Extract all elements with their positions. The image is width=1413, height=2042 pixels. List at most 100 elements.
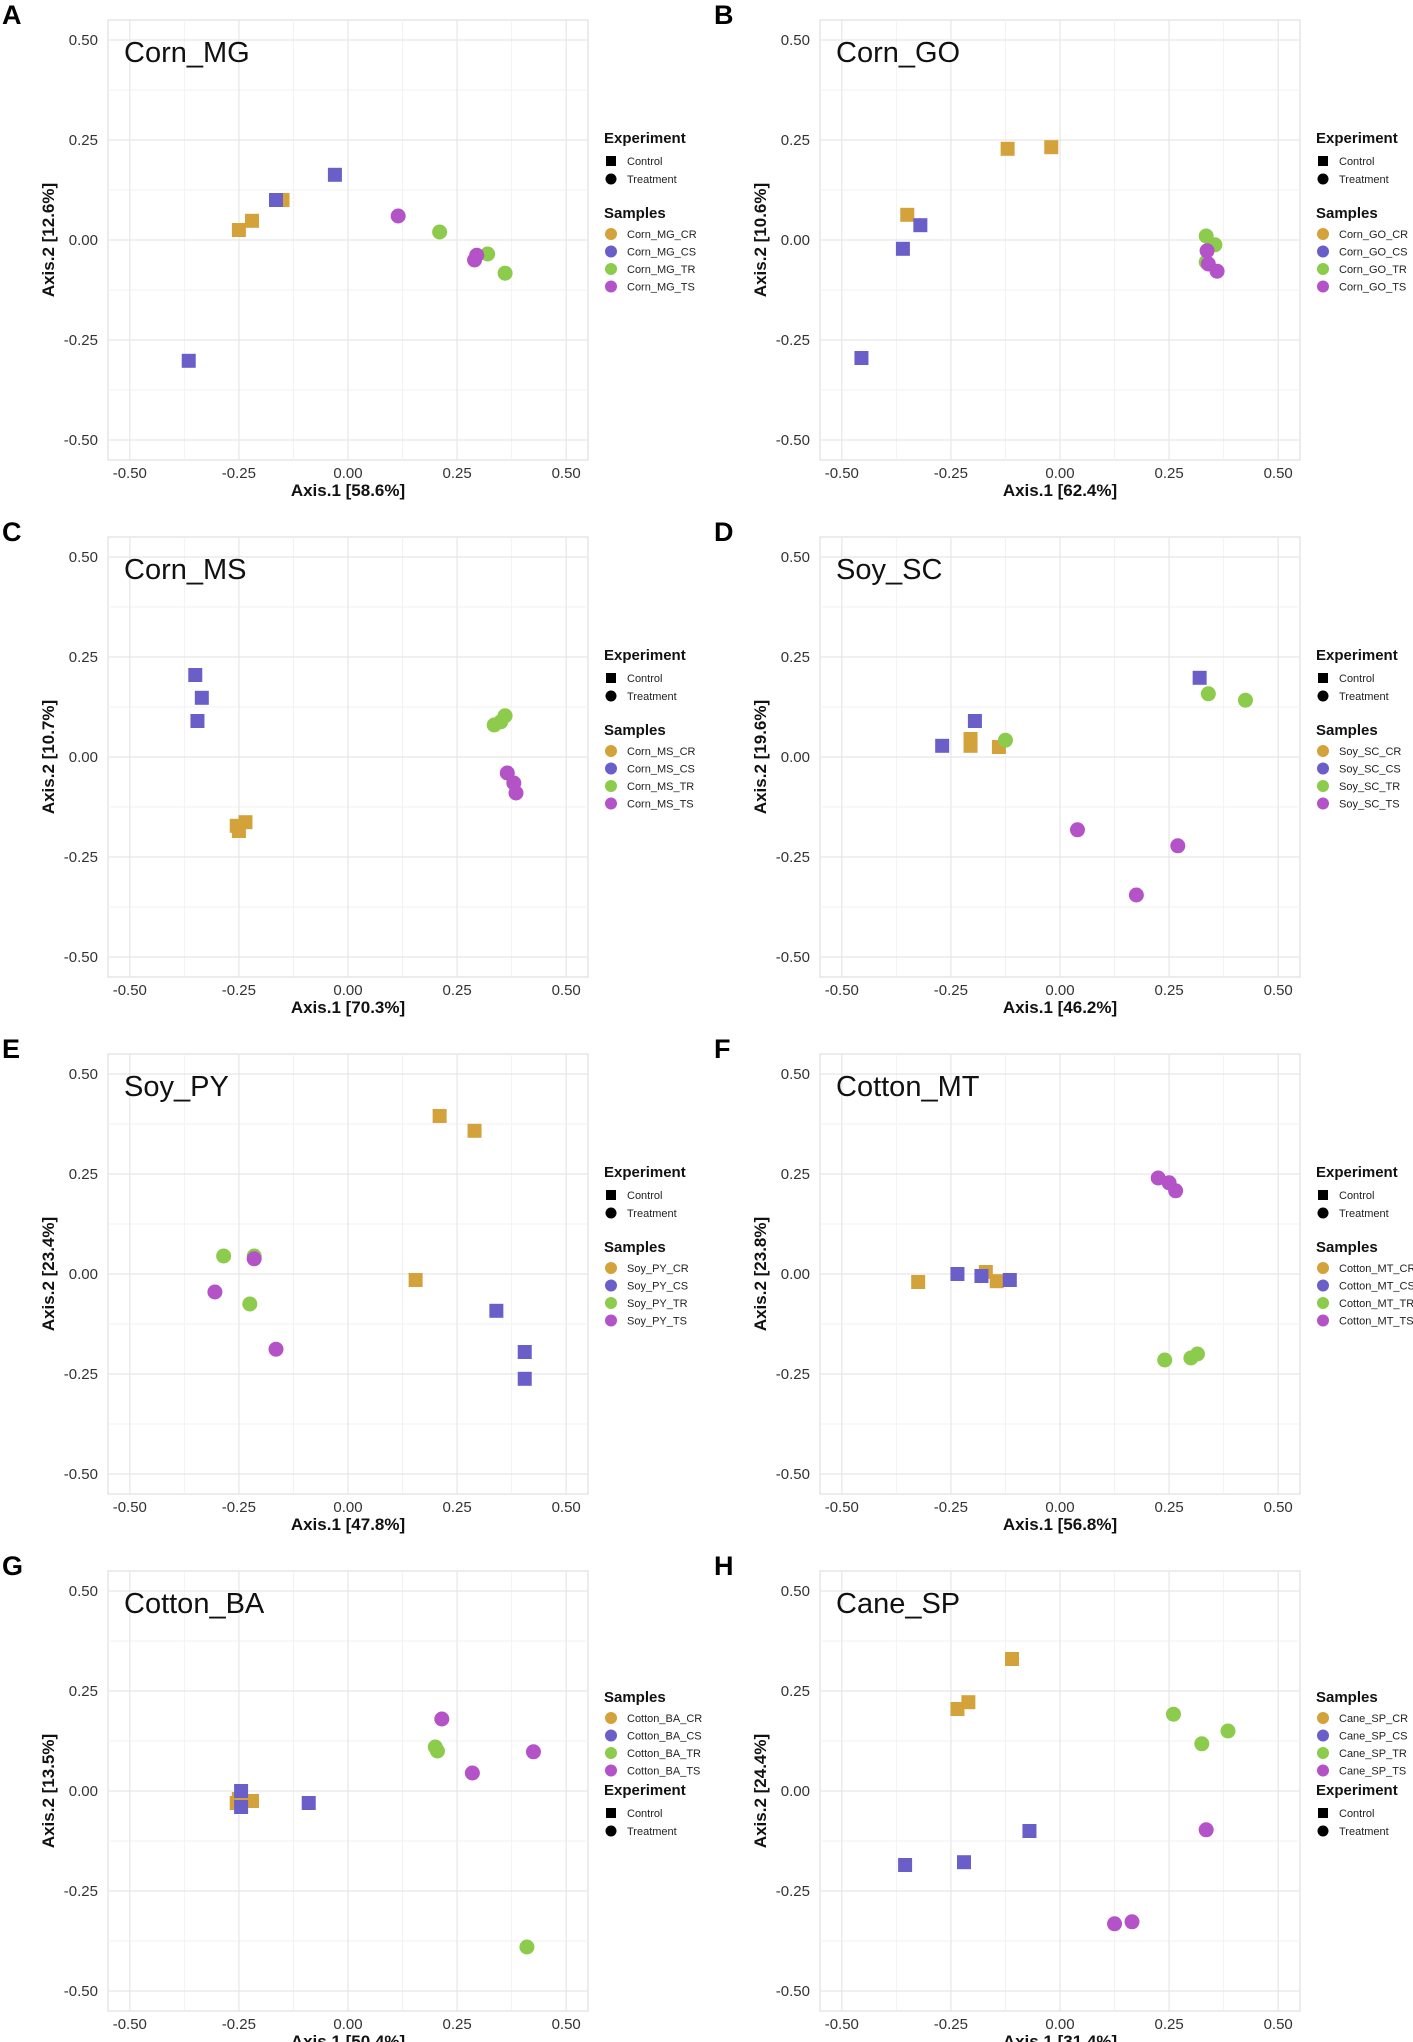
y-tick-label: 0.50 [69,549,98,566]
legend-label-treatment: Treatment [627,174,677,186]
legend-sample-swatch [1317,780,1329,792]
x-tick-label: 0.25 [1154,465,1183,482]
legend-sample-swatch [1317,1314,1329,1327]
y-tick-label: 0.50 [69,1066,98,1083]
panel-e: E -0.50 -0.25 0.00 0.25 0.50 0.50 0.25 0.00 -0.25… [2,1034,689,1534]
point-ts-circle [1209,263,1225,279]
point-tr-circle [432,224,448,240]
point-ts-circle [1107,1916,1123,1932]
legend-title-samples: Samples [604,205,666,222]
legend-title-experiment: Experiment [1316,647,1398,664]
legend-treatment-circle-icon [1317,690,1329,702]
legend-sample-label: Cotton_MT_CR [1339,1263,1413,1275]
legend-title-samples: Samples [1316,1689,1378,1706]
point-ts-circle [1124,1914,1140,1930]
x-tick-label: -0.50 [825,2016,859,2033]
y-axis-title: Axis.2 [13.5%] [39,1734,58,1848]
legend-sample-swatch [605,1297,617,1309]
legend-title-samples: Samples [1316,722,1378,739]
plot-title: Soy_SC [836,554,942,586]
point-cr-square [961,1695,976,1710]
legend-sample-swatch [1317,797,1329,810]
legend-sample-swatch [605,762,617,775]
x-tick-label: -0.25 [222,1499,256,1516]
point-cs-square [327,167,342,182]
legend-sample-label: Soy_SC_CS [1339,764,1401,776]
y-tick-label: 0.00 [69,232,98,249]
point-cs-square [854,351,869,365]
legend-sample-swatch [1317,1297,1329,1309]
legend-sample-label: Soy_SC_TR [1339,781,1400,793]
x-tick-label: 0.50 [1264,1499,1293,1516]
point-cr-square [432,1109,447,1123]
legend-sample-swatch [605,745,617,757]
y-tick-label: -0.25 [64,332,98,349]
y-axis-title: Axis.2 [19.6%] [751,700,770,814]
legend-control-square-icon [1318,1808,1328,1818]
point-cs-square [957,1855,971,1870]
y-tick-label: 0.00 [781,1783,810,1800]
y-tick-label: 0.25 [69,132,98,149]
legend-sample-label: Soy_SC_TS [1339,799,1400,811]
point-ts-circle [268,1341,284,1357]
panel-b: B -0.50 -0.25 0.00 0.25 0.50 0.50 0.25 0.00 -0.25… [714,0,1408,500]
point-cs-square [194,690,209,705]
y-axis-title: Axis.2 [23.4%] [39,1217,58,1331]
y-tick-label: -0.50 [64,949,98,966]
plot-title: Corn_MG [124,37,250,69]
legend-control-square-icon [606,156,616,166]
legend-title-experiment: Experiment [604,647,686,664]
y-tick-label: 0.00 [781,749,810,766]
panel-letter: B [714,0,734,30]
y-axis-title: Axis.2 [12.6%] [39,183,58,297]
legend-sample-swatch [1317,228,1329,240]
point-cr-square [1044,140,1059,155]
point-cs-square [935,738,950,753]
y-tick-label: 0.00 [781,232,810,249]
point-tr-circle [216,1248,232,1264]
point-cs-square [1192,670,1207,685]
point-tr-circle [497,265,513,281]
plot-title: Corn_MS [124,554,247,586]
legend-sample-label: Corn_MS_TR [627,781,694,793]
legend-sample-label: Soy_SC_CR [1339,746,1401,758]
legend-sample-label: Cane_SP_CS [1339,1731,1408,1743]
legend-sample-swatch [1317,1747,1329,1759]
x-tick-label: 0.00 [333,982,362,999]
legend-sample-label: Corn_MG_TR [627,264,696,276]
panel-letter: E [2,1034,20,1064]
x-tick-label: -0.25 [222,2016,256,2033]
legend-sample-swatch [605,1747,617,1759]
legend-sample-label: Corn_MG_CS [627,247,696,259]
x-tick-label: 0.00 [333,2016,362,2033]
y-tick-label: -0.25 [776,849,810,866]
x-tick-label: 0.25 [442,982,471,999]
legend-sample-label: Corn_MG_TS [627,282,695,294]
legend-title-experiment: Experiment [1316,1164,1398,1181]
x-tick-label: 0.25 [1154,2016,1183,2033]
x-tick-label: -0.25 [934,465,968,482]
legend-title-experiment: Experiment [1316,130,1398,147]
legend-sample-swatch [605,797,617,810]
legend-sample-label: Cotton_MT_TS [1339,1316,1413,1328]
x-tick-label: 0.00 [1045,2016,1074,2033]
legend-sample-swatch [605,1712,617,1724]
legend-label-control: Control [627,156,662,168]
legend-title-samples: Samples [604,1239,666,1256]
legend-sample-swatch [605,1262,617,1274]
point-cs-square [301,1796,316,1810]
legend-title-samples: Samples [604,1689,666,1706]
legend-control-square-icon [606,673,616,683]
x-tick-label: 0.00 [1045,1499,1074,1516]
point-cr-square [245,213,259,228]
x-axis-title: Axis.1 [70.3%] [291,998,405,1017]
y-tick-label: 0.25 [781,132,810,149]
y-tick-label: -0.50 [776,1983,810,2000]
point-cr-square [245,1794,259,1808]
legend-control-square-icon [1318,1190,1328,1200]
x-axis-title: Axis.1 [46.2%] [1003,998,1117,1017]
x-tick-label: -0.25 [934,982,968,999]
panel-letter: H [714,1551,734,1581]
panel-letter: F [714,1034,731,1064]
legend-sample-swatch [1317,1262,1329,1274]
